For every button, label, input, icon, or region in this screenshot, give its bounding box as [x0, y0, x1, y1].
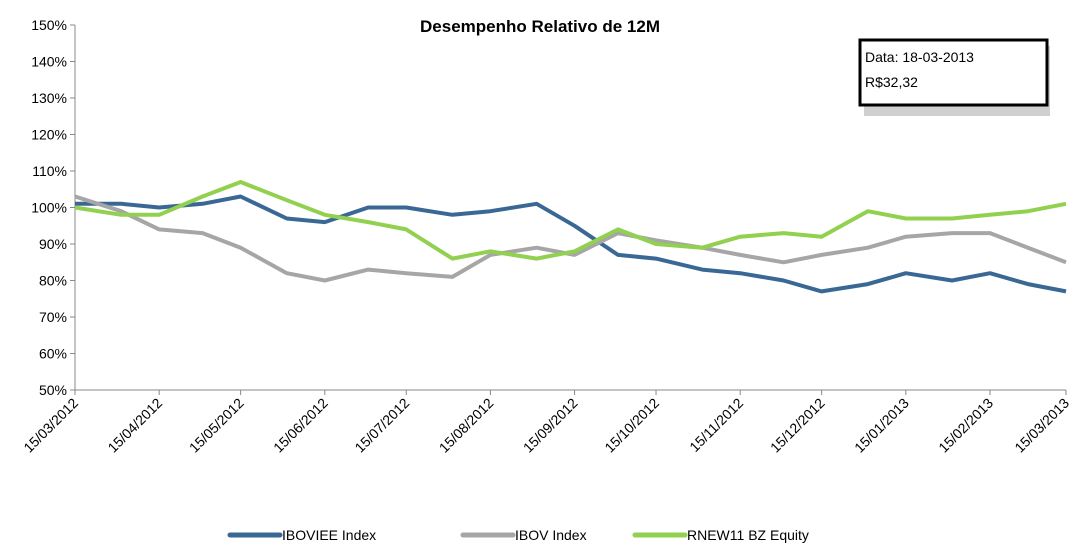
x-tick-label: 15/02/2013 [935, 395, 996, 456]
x-tick-label: 15/11/2012 [686, 395, 746, 455]
y-tick-label: 50% [39, 382, 67, 398]
annotation-box [858, 38, 1049, 107]
legend-label: IBOVIEE Index [282, 527, 376, 543]
chart-title: Desempenho Relativo de 12M [420, 17, 660, 36]
y-tick-label: 140% [31, 54, 67, 70]
x-tick-label: 15/07/2012 [351, 395, 412, 456]
legend-label: RNEW11 BZ Equity [687, 527, 809, 543]
y-tick-label: 90% [39, 236, 67, 252]
y-tick-label: 120% [31, 127, 67, 143]
y-tick-label: 100% [31, 200, 67, 216]
y-tick-label: 60% [39, 346, 67, 362]
series-line [74, 194, 1067, 283]
series-line [75, 194, 1067, 294]
x-tick-label: 15/03/2013 [1011, 395, 1069, 456]
x-tick-label: 15/04/2012 [104, 395, 165, 456]
y-tick-label: 110% [32, 163, 67, 179]
annotation-text: R$32,32 [865, 74, 918, 90]
y-tick-label: 130% [31, 90, 67, 106]
x-tick-label: 15/12/2012 [767, 395, 828, 456]
y-tick-label: 150% [31, 17, 67, 33]
x-tick-label: 15/09/2012 [520, 395, 581, 456]
x-tick-label: 15/01/2013 [851, 395, 912, 456]
y-tick-label: 80% [39, 273, 67, 289]
y-tick-label: 70% [39, 309, 67, 325]
x-tick-label: 15/06/2012 [270, 395, 331, 456]
annotation-text: Data: 18-03-2013 [865, 49, 974, 65]
x-tick-label: 15/10/2012 [601, 395, 662, 456]
legend-label: IBOV Index [515, 527, 587, 543]
x-tick-label: 15/03/2012 [20, 395, 81, 456]
x-tick-label: 15/08/2012 [436, 395, 497, 456]
series-line [74, 180, 1067, 261]
x-tick-label: 15/05/2012 [186, 395, 247, 456]
